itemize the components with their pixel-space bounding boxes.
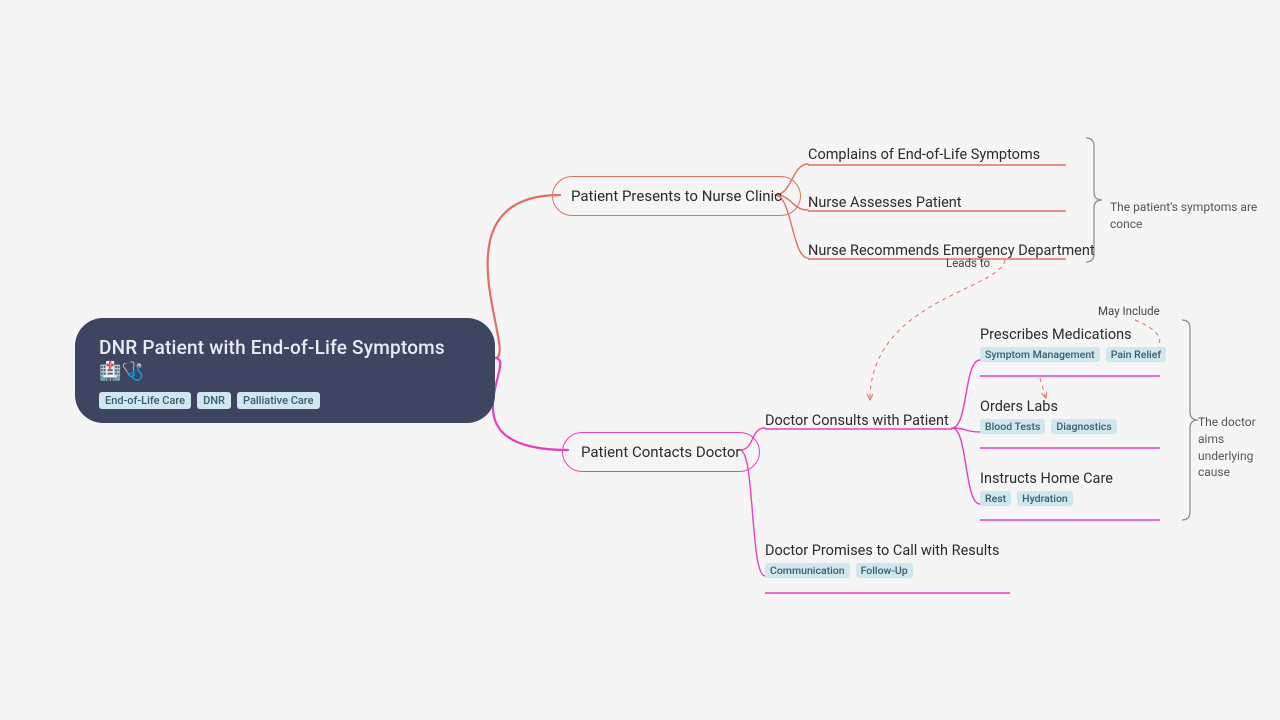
leaf-doctor-2[interactable]: Instructs Home Care Rest Hydration: [980, 470, 1113, 506]
root-tags: End-of-Life Care DNR Palliative Care: [99, 392, 471, 409]
tag: Hydration: [1017, 491, 1073, 506]
note-nurse-text: The patient's symptoms are conce: [1110, 200, 1257, 231]
node-doctor-consults[interactable]: Doctor Consults with Patient: [765, 412, 949, 429]
tag: Diagnostics: [1051, 419, 1116, 434]
node-doctor-promises-label: Doctor Promises to Call with Results: [765, 542, 1000, 559]
leaf-doctor-1[interactable]: Orders Labs Blood Tests Diagnostics: [980, 398, 1117, 434]
note-doctor: The doctor aimsunderlying cause: [1198, 414, 1280, 481]
tag: Pain Relief: [1106, 347, 1166, 362]
root-tag: DNR: [197, 392, 231, 409]
leaf-nurse-0[interactable]: Complains of End-of-Life Symptoms: [808, 146, 1040, 163]
leaf-nurse-1[interactable]: Nurse Assesses Patient: [808, 194, 962, 211]
node-doctor-consults-label: Doctor Consults with Patient: [765, 412, 949, 429]
note-doctor-line: underlying cause: [1198, 448, 1280, 482]
tag: Blood Tests: [980, 419, 1045, 434]
note-doctor-line: The doctor aims: [1198, 414, 1280, 448]
root-title: DNR Patient with End-of-Life Symptoms 🏥🩺: [99, 336, 471, 382]
node-doctor-promises-tags: Communication Follow-Up: [765, 563, 1000, 578]
leaf-doctor-label-0: Prescribes Medications: [980, 326, 1166, 343]
branch-contacts-label: Patient Contacts Doctor: [581, 443, 741, 461]
leaf-doctor-0[interactable]: Prescribes Medications Symptom Management…: [980, 326, 1166, 362]
branch-nurse-label: Patient Presents to Nurse Clinic: [571, 187, 782, 205]
tag: Follow-Up: [856, 563, 913, 578]
leaf-doctor-tags-0: Symptom Management Pain Relief: [980, 347, 1166, 362]
root-emoji: 🏥🩺: [99, 361, 144, 382]
root-tag: Palliative Care: [237, 392, 320, 409]
leaf-doctor-tags-2: Rest Hydration: [980, 491, 1113, 506]
branch-contacts-doctor[interactable]: Patient Contacts Doctor: [562, 432, 760, 472]
branch-nurse-clinic[interactable]: Patient Presents to Nurse Clinic: [552, 176, 801, 216]
leaf-doctor-label-2: Instructs Home Care: [980, 470, 1113, 487]
tag: Rest: [980, 491, 1011, 506]
node-doctor-promises[interactable]: Doctor Promises to Call with Results Com…: [765, 542, 1000, 578]
root-tag: End-of-Life Care: [99, 392, 191, 409]
arrow-label-0: Leads to: [946, 256, 990, 270]
leaf-doctor-tags-1: Blood Tests Diagnostics: [980, 419, 1117, 434]
tag: Symptom Management: [980, 347, 1100, 362]
arrow-label-1: May Include: [1098, 304, 1160, 318]
note-nurse: The patient's symptoms are conce: [1110, 199, 1280, 233]
tag: Communication: [765, 563, 850, 578]
leaf-doctor-label-1: Orders Labs: [980, 398, 1117, 415]
root-title-text: DNR Patient with End-of-Life Symptoms: [99, 336, 445, 359]
root-node[interactable]: DNR Patient with End-of-Life Symptoms 🏥🩺…: [75, 318, 495, 423]
